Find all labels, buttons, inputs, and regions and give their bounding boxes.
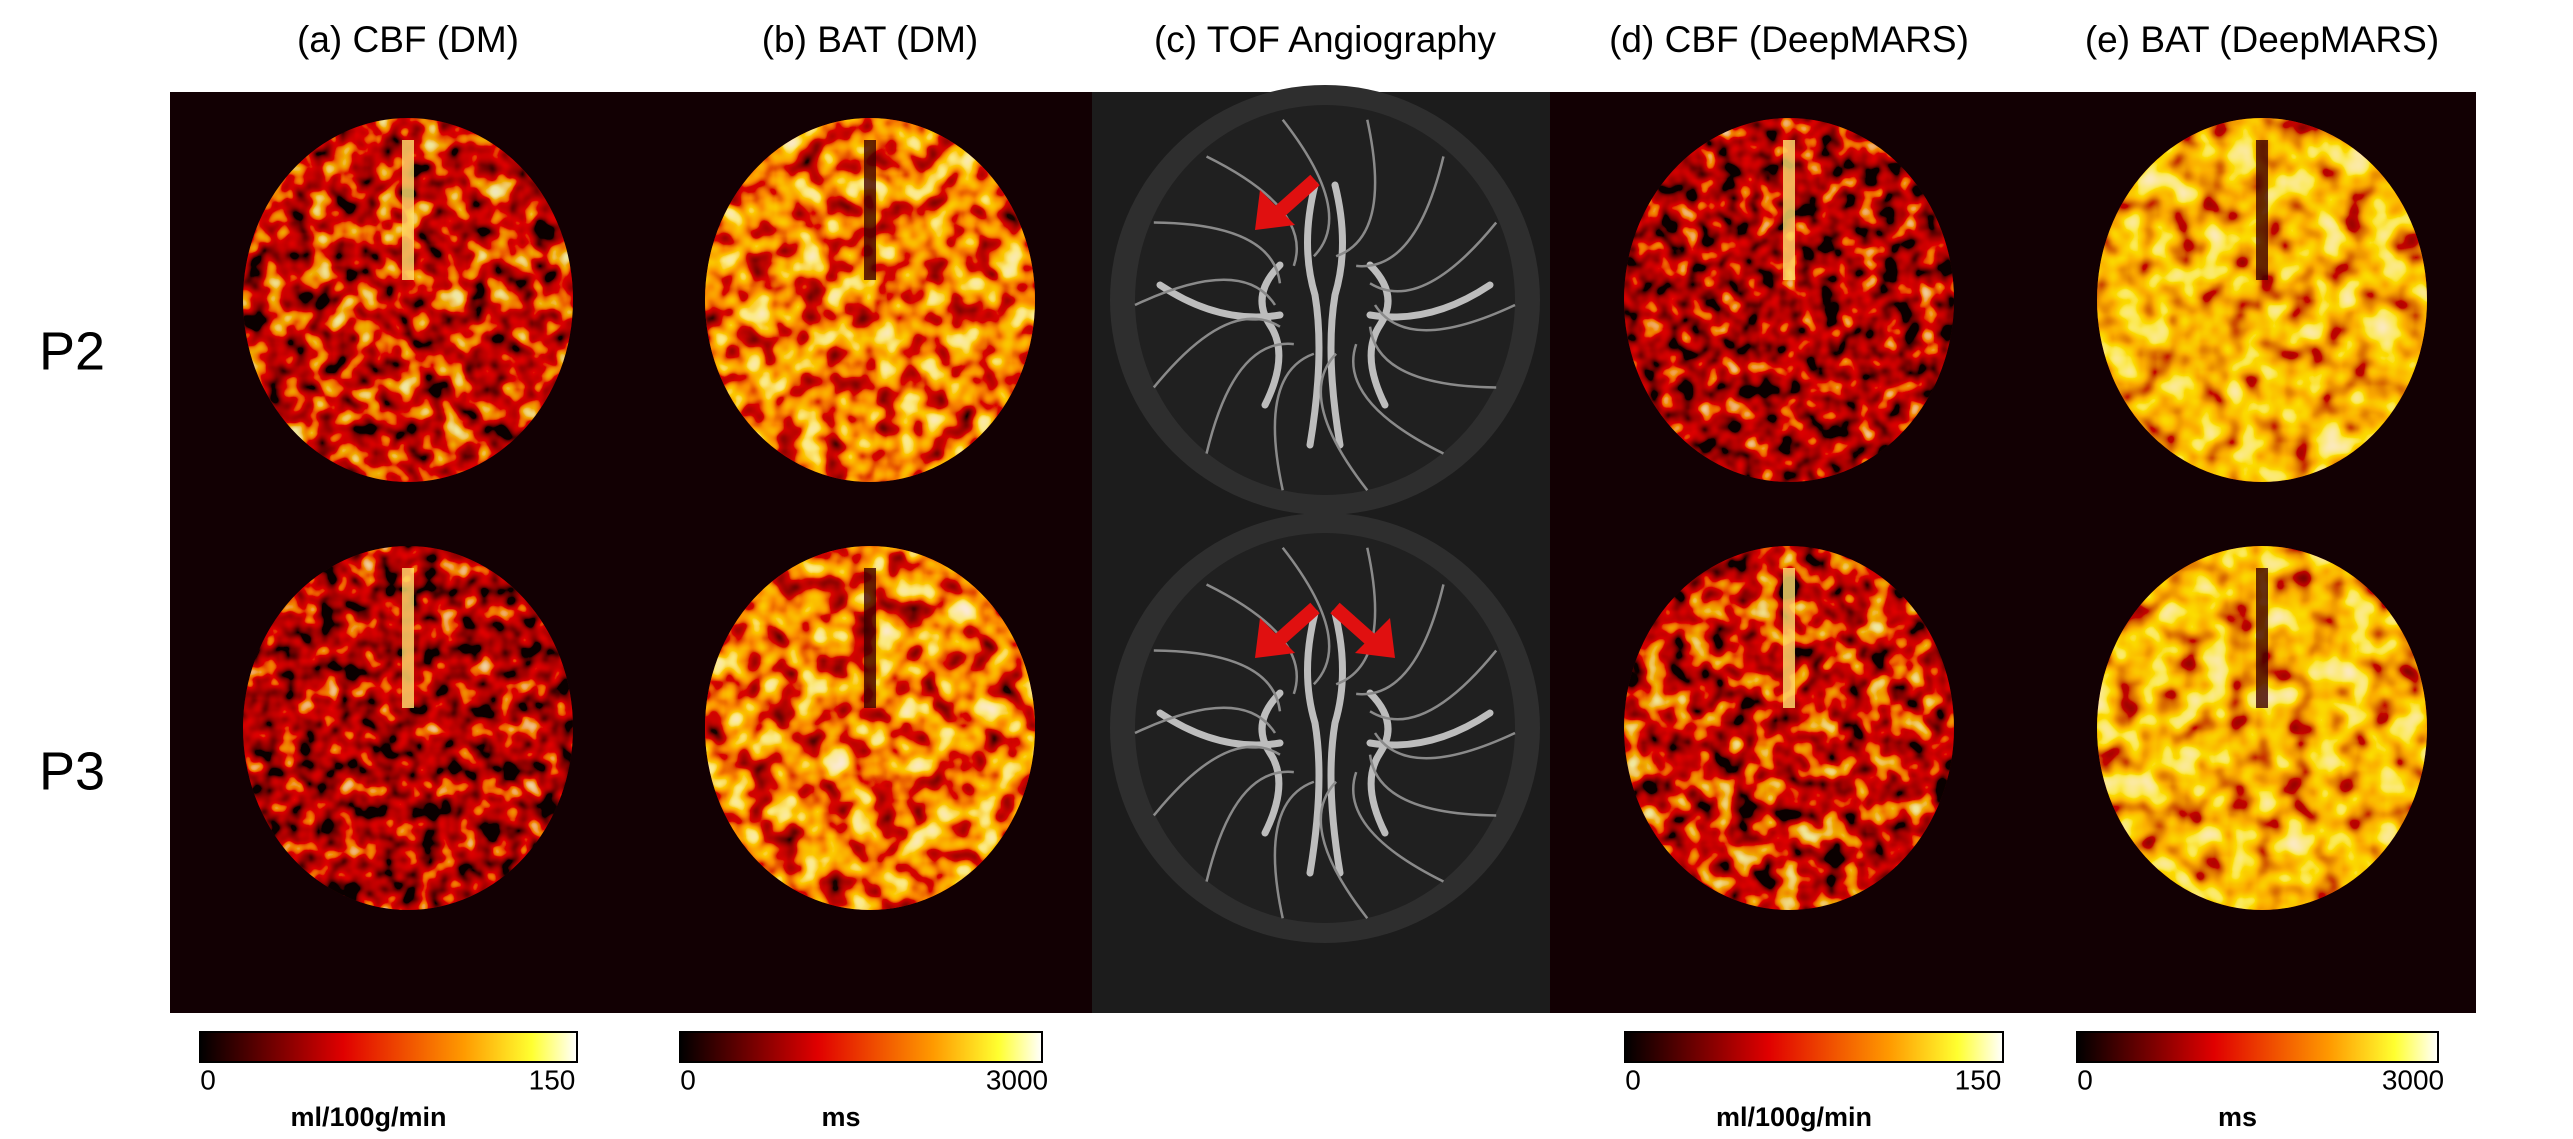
vessel [1205,770,1294,882]
vessel [1335,119,1377,258]
colorbar [1624,1031,2004,1063]
colorbar-max: 3000 [986,1064,1048,1095]
small-vessels [1134,118,1516,492]
vessel [1156,281,1284,321]
midline [402,568,414,708]
vessel [1373,303,1516,332]
vessel [1258,261,1284,409]
vessel [1366,689,1392,837]
row-label: P2 [39,321,105,381]
vessel [1304,609,1323,877]
column-title: (b) BAT (DM) [762,19,979,60]
brain [1135,105,1515,495]
colorbar-min: 0 [1625,1064,1641,1095]
vessel [1281,118,1331,258]
colorbar [199,1031,578,1063]
vessel [1368,326,1497,389]
colorbar [679,1031,1043,1063]
vessel [1281,546,1331,686]
vessel [1369,221,1498,293]
vessel [1156,709,1284,749]
vessel [1273,352,1315,491]
colorbar-max: 150 [529,1064,576,1095]
vessel [1134,278,1277,307]
midline [2256,140,2268,280]
colorbar-min: 0 [2077,1064,2093,1095]
vessel [1205,342,1294,454]
vessel [1351,771,1445,883]
midline [1783,568,1795,708]
colorbar-unit: ml/100g/min [290,1102,446,1132]
colorbar-max: 3000 [2382,1064,2444,1095]
colorbar-min: 0 [680,1064,696,1095]
vessel [1153,649,1282,712]
vessel [1327,181,1346,449]
vessel [1134,706,1277,735]
arrow-head [1255,190,1295,230]
colorbars: 0 150 ml/100g/min 0 3000 ms 0 150 ml/100g/min 0 30… [199,1031,2444,1132]
vessel [1319,352,1369,492]
column-title: (d) CBF (DeepMARS) [1609,19,1969,60]
vessel [1373,731,1516,760]
vessel [1356,584,1445,696]
vessel [1369,649,1498,721]
vessel [1351,343,1445,455]
vessel [1153,221,1282,284]
column-title: (c) TOF Angiography [1154,19,1497,60]
colorbar-unit: ms [2218,1102,2257,1132]
midline [864,568,876,708]
column-title: (e) BAT (DeepMARS) [2085,19,2439,60]
vessel [1258,689,1284,837]
midline [864,140,876,280]
colorbar-unit: ms [821,1102,860,1132]
colorbar-max: 150 [1955,1064,2002,1095]
vessel [1319,780,1369,920]
brain-maps [243,85,2427,943]
midline [2256,568,2268,708]
row-label: P3 [39,741,105,801]
midline [402,140,414,280]
vessel [1152,317,1281,389]
vessel [1304,181,1323,449]
vessels [1156,181,1494,449]
vessel [1152,745,1281,817]
small-vessels [1134,546,1516,920]
vessel [1366,261,1392,409]
arrow-head [1255,618,1295,658]
vessel [1356,156,1445,268]
colorbar-min: 0 [200,1064,216,1095]
arrow-head [1355,618,1395,658]
column-title: (a) CBF (DM) [297,19,519,60]
vessel [1368,754,1497,817]
brain [1135,533,1515,923]
vessel [1327,609,1346,877]
colorbar [2076,1031,2439,1063]
vessel [1273,780,1315,919]
colorbar-unit: ml/100g/min [1716,1102,1872,1132]
midline [1783,140,1795,280]
